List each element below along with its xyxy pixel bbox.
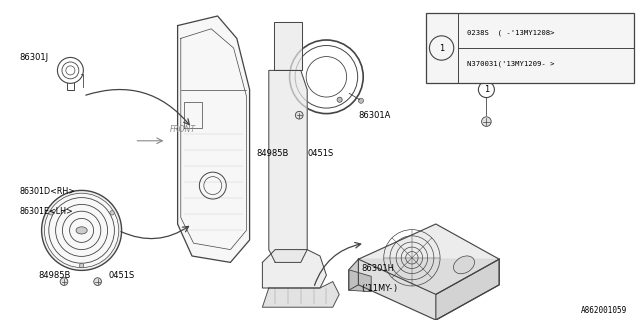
Circle shape	[481, 117, 492, 126]
Text: 84985B: 84985B	[256, 149, 289, 158]
Polygon shape	[269, 70, 307, 262]
Polygon shape	[178, 16, 250, 262]
Polygon shape	[349, 270, 371, 292]
Text: 1: 1	[439, 44, 444, 52]
Ellipse shape	[76, 227, 87, 234]
Text: ('11MY- ): ('11MY- )	[362, 284, 397, 292]
Text: 1: 1	[484, 85, 489, 94]
Text: 0451S: 0451S	[109, 271, 135, 280]
Circle shape	[296, 111, 303, 119]
Text: 0451S: 0451S	[307, 149, 333, 158]
Text: FRONT: FRONT	[170, 125, 196, 134]
Ellipse shape	[454, 256, 474, 274]
Polygon shape	[349, 259, 358, 290]
Circle shape	[60, 278, 68, 285]
Circle shape	[93, 278, 101, 285]
Polygon shape	[262, 250, 326, 288]
Polygon shape	[358, 224, 499, 294]
Circle shape	[42, 190, 122, 270]
Circle shape	[110, 211, 115, 215]
Polygon shape	[436, 259, 499, 320]
Polygon shape	[262, 282, 339, 307]
Polygon shape	[274, 22, 302, 70]
Text: 86301J: 86301J	[19, 53, 49, 62]
Text: 84985B: 84985B	[38, 271, 71, 280]
Text: 0238S  ( -'13MY1208>: 0238S ( -'13MY1208>	[467, 29, 555, 36]
Circle shape	[337, 97, 342, 102]
Text: 86301D<RH>: 86301D<RH>	[19, 188, 76, 196]
Bar	[426, 13, 634, 83]
Text: 86301E<LH>: 86301E<LH>	[19, 207, 73, 216]
Circle shape	[79, 263, 84, 268]
Circle shape	[358, 98, 364, 103]
Text: N370031('13MY1209- >: N370031('13MY1209- >	[467, 60, 555, 67]
Circle shape	[49, 211, 53, 215]
Text: 86301H: 86301H	[362, 264, 395, 273]
Circle shape	[44, 193, 119, 268]
Text: 86301A: 86301A	[358, 111, 391, 120]
Text: A862001059: A862001059	[581, 306, 627, 315]
Polygon shape	[358, 259, 499, 320]
